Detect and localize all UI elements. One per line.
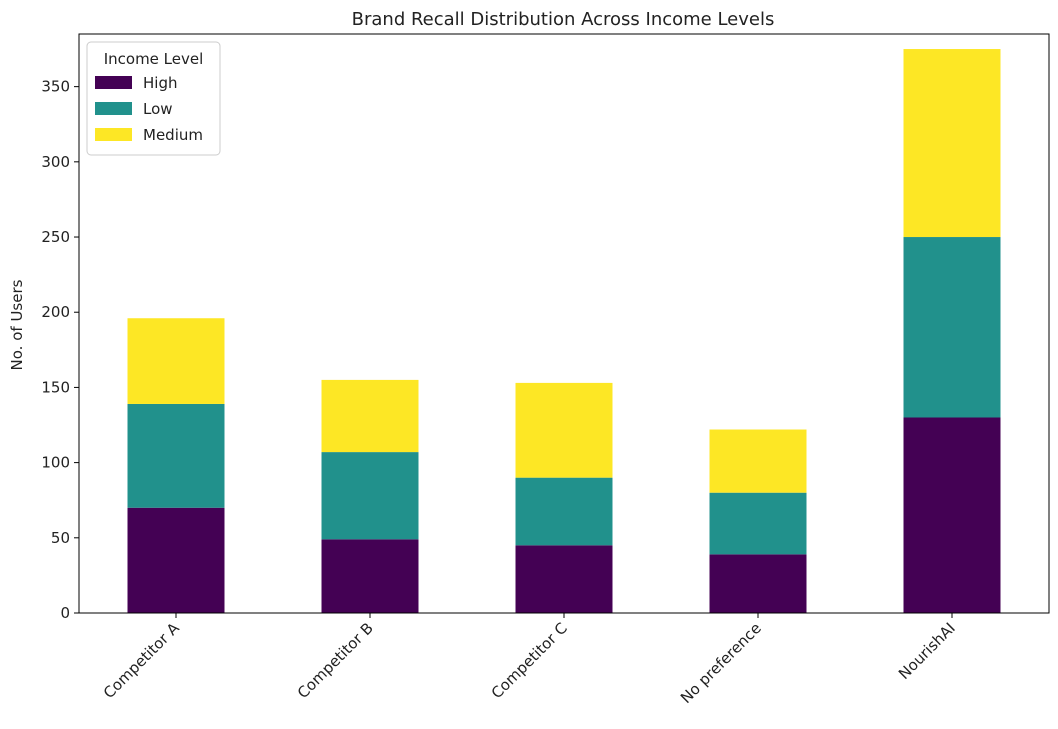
x-axis: Competitor A Competitor B Competitor C No p… xyxy=(100,613,959,707)
legend-label-high: High xyxy=(143,74,177,92)
legend-label-medium: Medium xyxy=(143,126,203,144)
y-axis: 0 50 100 150 200 250 300 350 xyxy=(41,78,79,622)
x-tick-label: Competitor B xyxy=(294,619,377,702)
legend-title: Income Level xyxy=(104,50,204,68)
chart-title: Brand Recall Distribution Across Income … xyxy=(352,9,775,30)
y-tick-label: 200 xyxy=(41,303,70,321)
y-tick-label: 0 xyxy=(60,604,70,622)
y-tick-label: 150 xyxy=(41,378,70,396)
bar-low-5 xyxy=(903,237,1001,418)
x-tick-label: Competitor C xyxy=(488,619,571,702)
bar-medium-1 xyxy=(127,318,225,404)
bar-low-3 xyxy=(515,477,613,546)
legend-label-low: Low xyxy=(143,100,173,118)
bar-medium-5 xyxy=(903,49,1001,238)
y-tick-label: 250 xyxy=(41,228,70,246)
y-tick-label: 300 xyxy=(41,153,70,171)
x-tick-label: No preference xyxy=(677,619,765,707)
bars-layer xyxy=(127,49,1001,613)
bar-low-2 xyxy=(321,452,419,540)
bar-high-4 xyxy=(709,554,807,613)
x-tick-label: Competitor A xyxy=(100,619,183,702)
x-tick-label: NourishAI xyxy=(895,619,959,683)
legend-swatch-low xyxy=(95,102,132,115)
y-tick-label: 350 xyxy=(41,78,70,96)
legend-swatch-high xyxy=(95,76,132,89)
legend-box xyxy=(86,41,221,156)
bar-low-4 xyxy=(709,492,807,555)
y-tick-label: 100 xyxy=(41,454,70,472)
bar-high-5 xyxy=(903,417,1001,613)
bar-high-1 xyxy=(127,507,225,613)
bar-medium-4 xyxy=(709,429,807,493)
bar-low-1 xyxy=(127,403,225,508)
y-tick-label: 50 xyxy=(51,529,70,547)
bar-high-2 xyxy=(321,539,419,613)
legend: Income Level High Low Medium xyxy=(86,41,221,156)
bar-medium-2 xyxy=(321,379,419,453)
bar-medium-3 xyxy=(515,382,613,478)
bar-high-3 xyxy=(515,545,613,613)
plot-frame xyxy=(78,33,1050,614)
y-axis-title: No. of Users xyxy=(8,279,26,370)
legend-swatch-medium xyxy=(95,128,132,141)
